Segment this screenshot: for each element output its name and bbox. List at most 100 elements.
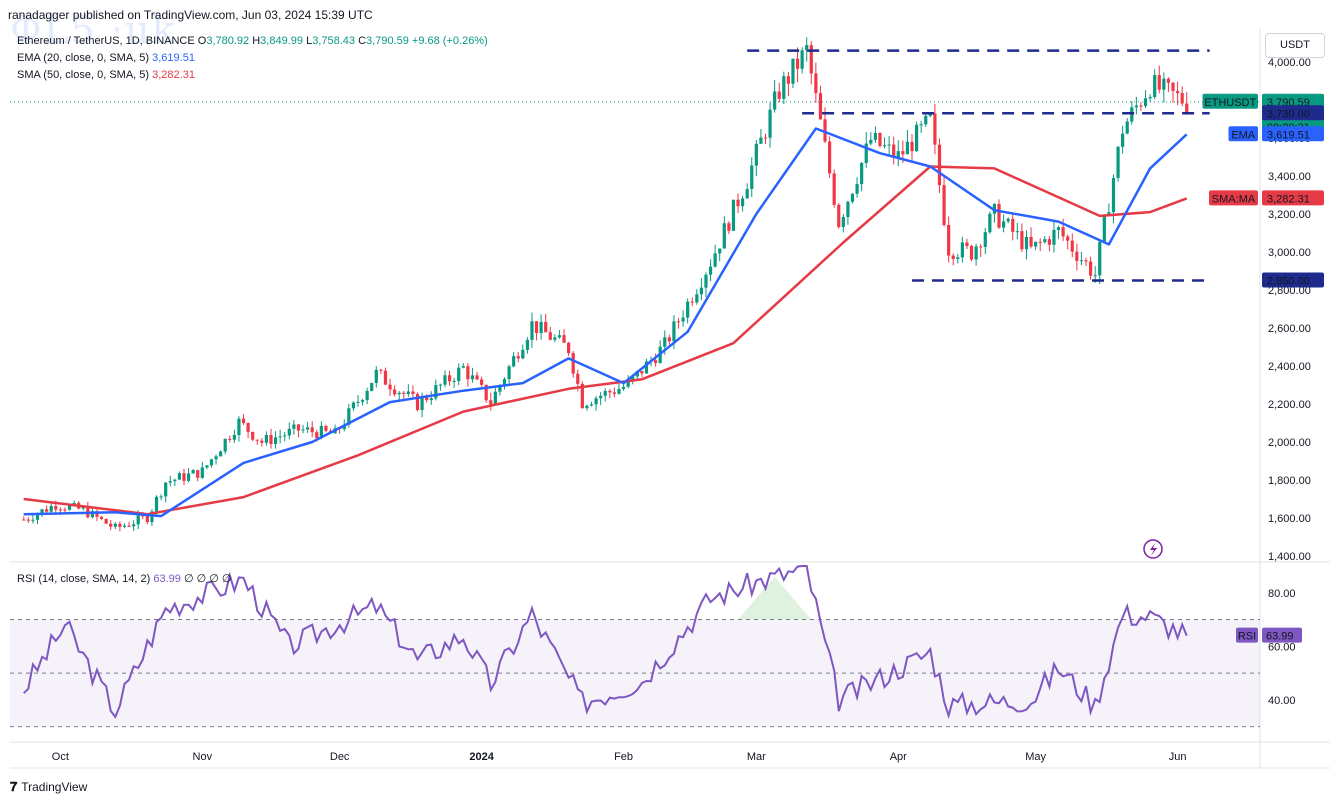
- candle-body: [182, 473, 186, 481]
- candle-body: [246, 423, 250, 432]
- candle-body: [1001, 221, 1006, 228]
- level-2850-badge-value: 2,850.00: [1267, 276, 1310, 288]
- candle-body: [525, 339, 529, 350]
- candle-body: [644, 361, 649, 374]
- tradingview-footer[interactable]: 𝟕 TradingView: [10, 779, 87, 795]
- candle-body: [1047, 239, 1051, 245]
- candle-body: [1157, 75, 1161, 90]
- candle-body: [122, 525, 127, 527]
- brand-name: TradingView: [21, 780, 88, 794]
- candle-body: [928, 113, 932, 116]
- candle-body: [580, 383, 584, 409]
- candle-body: [95, 511, 99, 517]
- candle-body: [736, 199, 740, 207]
- candle-body: [905, 141, 910, 155]
- candle-body: [924, 115, 928, 125]
- candle-body: [914, 124, 919, 152]
- candle-body: [1153, 75, 1157, 98]
- candle-body: [420, 397, 424, 411]
- candle-body: [713, 253, 717, 267]
- candle-body: [1125, 121, 1129, 134]
- rsi-label: RSI (14, close, SMA, 14, 2): [17, 573, 151, 585]
- time-tick-label: 2024: [469, 751, 494, 763]
- symbol-name: Ethereum / TetherUS, 1D, BINANCE: [17, 35, 195, 47]
- candle-body: [1079, 260, 1084, 262]
- candle-body: [516, 356, 520, 359]
- candle-body: [498, 385, 502, 392]
- candle-body: [507, 366, 511, 380]
- price-tick-label: 2,000.00: [1268, 437, 1311, 449]
- candle-body: [718, 248, 722, 254]
- candle-body: [49, 505, 53, 512]
- candle-body: [663, 337, 667, 347]
- candle-body: [727, 223, 731, 231]
- candle-body: [1098, 241, 1102, 276]
- candle-body: [168, 481, 172, 483]
- candle-body: [827, 141, 832, 174]
- candle-body: [901, 151, 905, 155]
- candle-body: [873, 133, 877, 140]
- sma-legend[interactable]: SMA (50, close, 0, SMA, 5) 3,282.31: [17, 69, 195, 81]
- candle-body: [260, 440, 264, 443]
- candle-body: [708, 266, 713, 275]
- rsi-tick-label: 80.00: [1268, 588, 1296, 600]
- candle-body: [534, 321, 539, 334]
- price-tick-label: 2,600.00: [1268, 323, 1311, 335]
- candle-body: [154, 496, 159, 512]
- candle-body: [415, 394, 420, 411]
- lightning-icon[interactable]: [1143, 539, 1163, 559]
- candle-body: [704, 274, 708, 288]
- candle-body: [470, 375, 475, 380]
- candle-body: [466, 366, 470, 380]
- candle-body: [255, 439, 259, 441]
- candle-body: [1056, 227, 1061, 230]
- candle-body: [347, 408, 351, 425]
- rsi-value-label: 63.99: [1266, 631, 1294, 643]
- currency-scale-button[interactable]: USDT: [1265, 33, 1325, 58]
- candle-body: [315, 432, 319, 439]
- time-tick-label: Feb: [614, 751, 633, 763]
- candle-body: [1011, 218, 1015, 232]
- candle-body: [544, 321, 548, 333]
- candle-body: [301, 429, 305, 431]
- candle-body: [974, 246, 978, 260]
- ema-legend[interactable]: EMA (20, close, 0, SMA, 5) 3,619.51: [17, 52, 195, 64]
- candle-body: [763, 137, 768, 139]
- price-tick-label: 1,800.00: [1268, 475, 1311, 487]
- candle-body: [58, 509, 62, 511]
- candle-body: [1015, 231, 1019, 233]
- candle-body: [264, 435, 269, 443]
- candle-body: [228, 438, 232, 440]
- candle-body: [548, 332, 552, 340]
- candle-body: [1029, 236, 1033, 247]
- price-tick-label: 2,400.00: [1268, 361, 1311, 373]
- candle-body: [860, 163, 864, 185]
- candle-body: [690, 301, 694, 303]
- candle-body: [617, 389, 621, 394]
- ethusdt-price-tag: [1202, 93, 1258, 109]
- candle-body: [35, 514, 40, 520]
- ema-price-tag-label: EMA: [1231, 129, 1256, 141]
- level-2850-badge: [1262, 272, 1324, 288]
- candle-body: [1052, 229, 1056, 245]
- candle-body: [777, 91, 781, 99]
- candle-body: [109, 523, 113, 527]
- candle-body: [800, 50, 804, 69]
- candle-body: [795, 58, 800, 69]
- candle-body: [621, 386, 626, 390]
- high-value: 3,849.99: [260, 35, 303, 47]
- candle-body: [1102, 216, 1106, 242]
- ema-value: 3,619.51: [152, 52, 195, 64]
- candle-body: [956, 257, 960, 259]
- candle-body: [530, 321, 534, 340]
- candle-body: [667, 337, 671, 342]
- rsi-legend[interactable]: RSI (14, close, SMA, 14, 2) 63.99 ∅ ∅ ∅ …: [17, 572, 231, 585]
- change-value: +9.68 (+0.26%): [411, 35, 488, 47]
- candle-body: [937, 144, 942, 186]
- symbol-legend[interactable]: Ethereum / TetherUS, 1D, BINANCE O3,780.…: [17, 35, 488, 47]
- candle-body: [452, 381, 456, 383]
- candle-body: [141, 515, 145, 517]
- close-value: 3,790.59: [366, 35, 409, 47]
- sma-50-line: [23, 165, 1188, 516]
